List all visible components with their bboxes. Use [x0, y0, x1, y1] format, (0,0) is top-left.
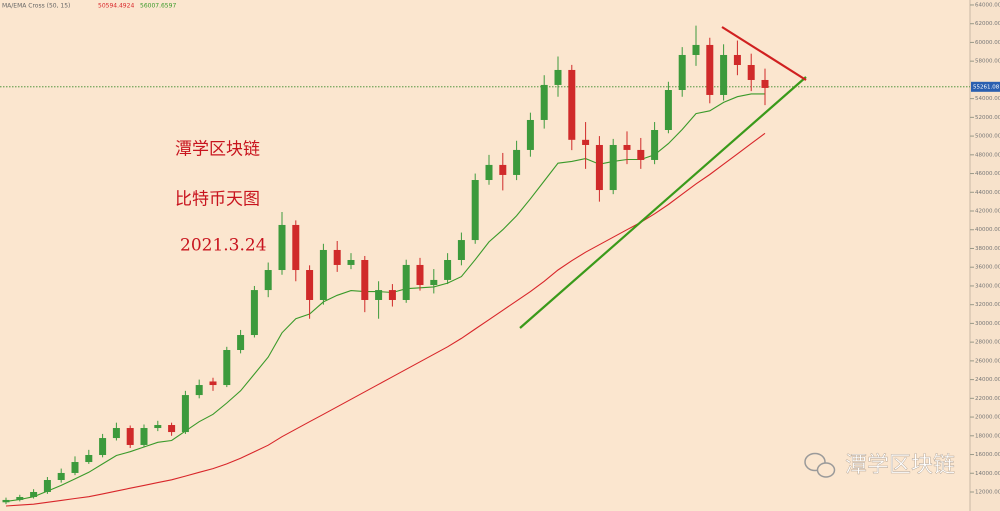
- candle-body: [388, 290, 396, 300]
- y-tick-label: 30000.00: [975, 321, 1000, 327]
- y-tick-label: 64000.00: [975, 2, 1000, 8]
- candle-body: [499, 164, 507, 175]
- candle-body: [333, 249, 341, 265]
- indicator-value: 56007.6597: [140, 3, 176, 10]
- candle-body: [568, 69, 576, 140]
- candle-body: [347, 259, 355, 265]
- candle-body: [595, 144, 603, 191]
- candle-body: [195, 385, 203, 396]
- candle-body: [278, 224, 286, 271]
- watermark: 潭学区块链: [845, 453, 955, 478]
- ma-line: [5, 132, 766, 507]
- candle-body: [168, 425, 176, 433]
- candle-body: [237, 335, 245, 351]
- candle-body: [2, 499, 10, 503]
- y-tick-label: 14000.00: [975, 471, 1000, 477]
- y-tick-label: 38000.00: [975, 246, 1000, 252]
- candle-body: [444, 259, 452, 280]
- y-tick-label: 26000.00: [975, 358, 1000, 364]
- candle-body: [209, 381, 217, 386]
- candle-body: [140, 428, 148, 445]
- candle-body: [485, 164, 493, 181]
- y-tick-label: 40000.00: [975, 227, 1000, 233]
- y-tick-label: 22000.00: [975, 396, 1000, 402]
- y-tick-label: 54000.00: [975, 96, 1000, 102]
- candle-body: [402, 264, 410, 300]
- y-tick-label: 20000.00: [975, 415, 1000, 421]
- candle-body: [250, 290, 258, 336]
- y-tick-label: 44000.00: [975, 190, 1000, 196]
- candle-body: [112, 428, 120, 439]
- y-tick-label: 52000.00: [975, 115, 1000, 121]
- candle-body: [416, 264, 424, 286]
- candle-body: [30, 491, 38, 497]
- candle-body: [319, 249, 327, 300]
- candle-body: [16, 496, 24, 500]
- candle-body: [733, 54, 741, 65]
- y-tick-label: 50000.00: [975, 134, 1000, 140]
- candle-body: [747, 64, 755, 80]
- y-tick-label: 46000.00: [975, 171, 1000, 177]
- y-tick-label: 42000.00: [975, 209, 1000, 215]
- annotation: 潭学区块链: [175, 140, 260, 160]
- candle-body: [513, 149, 521, 175]
- candle-body: [57, 472, 65, 480]
- annotation: 比特币天图: [175, 190, 260, 210]
- candle-body: [375, 290, 383, 300]
- candle-body: [692, 44, 700, 55]
- candle-body: [761, 79, 769, 88]
- candle-body: [126, 428, 134, 445]
- indicator-value: 50594.4924: [98, 3, 134, 10]
- candle-body: [430, 279, 438, 286]
- candle-body: [540, 84, 548, 120]
- candle-body: [637, 149, 645, 160]
- candle-body: [651, 129, 659, 160]
- candle-body: [706, 44, 714, 95]
- candle-body: [623, 144, 631, 150]
- candle-body: [292, 224, 300, 271]
- y-tick-label: 60000.00: [975, 40, 1000, 46]
- candle-body: [526, 119, 534, 150]
- candle-body: [223, 350, 231, 386]
- y-tick-label: 12000.00: [975, 489, 1000, 495]
- candle-body: [306, 270, 314, 300]
- candle-body: [264, 270, 272, 291]
- y-tick-label: 16000.00: [975, 452, 1000, 458]
- resistance-trendline: [721, 26, 807, 81]
- candle-body: [554, 69, 562, 85]
- candle-body: [720, 54, 728, 95]
- annotation: 2021.3.24: [180, 236, 267, 256]
- support-trendline: [519, 76, 807, 329]
- candle-body: [609, 144, 617, 191]
- y-tick-label: 62000.00: [975, 21, 1000, 27]
- candle-body: [181, 395, 189, 433]
- candle-body: [664, 90, 672, 130]
- y-tick-label: 36000.00: [975, 265, 1000, 271]
- candle-body: [361, 259, 369, 300]
- y-tick-label: 34000.00: [975, 283, 1000, 289]
- candle-body: [154, 425, 162, 429]
- candle-body: [582, 139, 590, 145]
- candle-body: [471, 180, 479, 241]
- y-tick-label: 32000.00: [975, 302, 1000, 308]
- last-price-label: 55261.08: [973, 84, 1000, 90]
- y-tick-label: 24000.00: [975, 377, 1000, 383]
- y-tick-label: 18000.00: [975, 433, 1000, 439]
- candle-body: [99, 438, 107, 455]
- last-price-box: [971, 81, 1000, 92]
- candle-body: [678, 54, 686, 91]
- wechat-icon: [804, 452, 836, 478]
- candle-body: [85, 454, 93, 463]
- y-tick-label: 58000.00: [975, 59, 1000, 65]
- indicator-label: MA/EMA Cross (50, 15): [2, 3, 70, 10]
- y-tick-label: 48000.00: [975, 152, 1000, 158]
- candle-body: [457, 240, 465, 260]
- y-tick-label: 28000.00: [975, 340, 1000, 346]
- candle-body: [71, 462, 79, 473]
- candle-body: [43, 479, 51, 492]
